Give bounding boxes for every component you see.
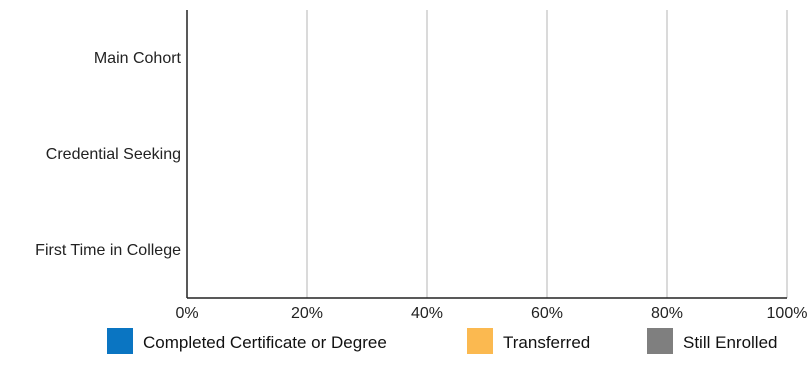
- legend-swatch-1: [467, 328, 493, 354]
- legend-label-2: Still Enrolled: [683, 333, 778, 352]
- legend: Completed Certificate or Degree Transferr…: [107, 328, 778, 354]
- category-label-1: Credential Seeking: [46, 146, 181, 163]
- category-label-0: Main Cohort: [94, 50, 182, 67]
- x-tick-label-3: 60%: [531, 305, 563, 322]
- axes: [186, 10, 787, 299]
- legend-swatch-2: [647, 328, 673, 354]
- legend-swatch-0: [107, 328, 133, 354]
- category-labels: Main Cohort Credential Seeking First Time …: [35, 50, 181, 259]
- grid-lines: [306, 10, 788, 298]
- legend-label-1: Transferred: [503, 333, 590, 352]
- x-tick-label-1: 20%: [291, 305, 323, 322]
- x-tick-label-2: 40%: [411, 305, 443, 322]
- x-tick-label-5: 100%: [767, 305, 808, 322]
- legend-label-0: Completed Certificate or Degree: [143, 333, 387, 352]
- x-tick-label-0: 0%: [175, 305, 198, 322]
- category-label-2: First Time in College: [35, 242, 181, 259]
- x-tick-label-4: 80%: [651, 305, 683, 322]
- x-tick-labels: 0% 20% 40% 60% 80% 100%: [175, 305, 807, 322]
